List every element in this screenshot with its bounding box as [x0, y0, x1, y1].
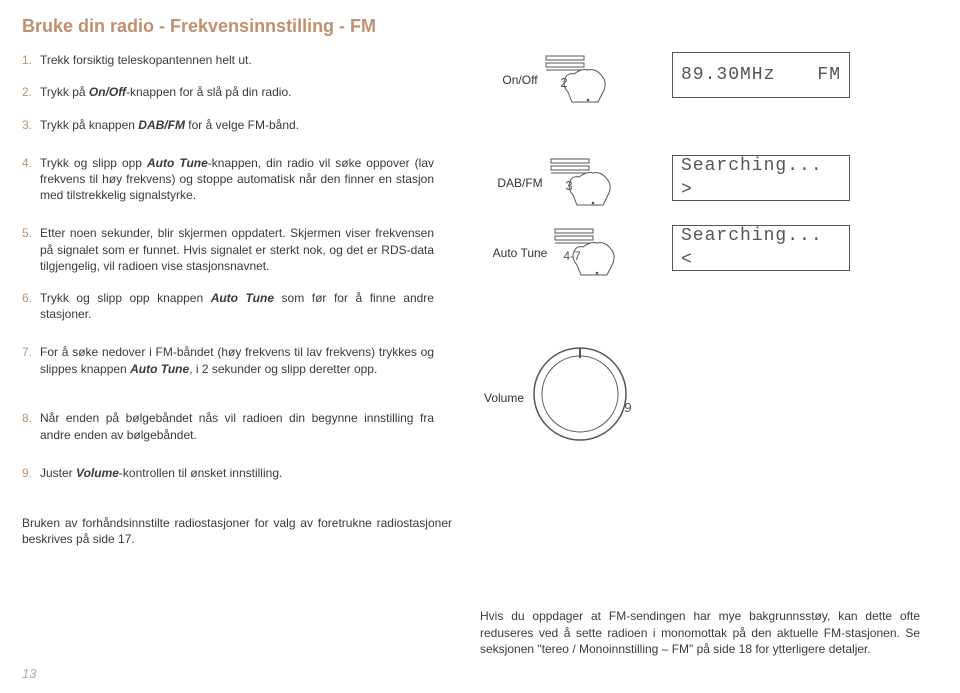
button-label: Auto Tune — [493, 245, 550, 261]
t: DAB/FM — [138, 118, 185, 132]
page-title: Bruke din radio - Frekvensinnstilling - … — [22, 14, 938, 38]
t: Juster — [40, 466, 76, 480]
t: , i 2 sekunder og slipp deretter opp. — [189, 362, 377, 376]
row-2: 4. Trykk og slipp opp Auto Tune-knappen,… — [22, 155, 938, 220]
step-5: 5. Etter noen sekunder, blir skjermen op… — [22, 225, 434, 274]
t: On/Off — [89, 85, 126, 99]
t: -kontrollen til ønsket innstilling. — [119, 466, 282, 480]
lcd-band: FM — [817, 63, 841, 87]
onoff-button-illustration: On/Off 2 — [502, 52, 621, 108]
button-label: On/Off — [502, 72, 539, 88]
lcd-text: Searching... < — [681, 224, 841, 273]
step-badge: 9 — [624, 400, 631, 415]
step-num: 4. — [22, 155, 40, 204]
page-number: 13 — [22, 665, 36, 683]
row-6: 9. Juster Volume-kontrollen til ønsket i… — [22, 465, 938, 497]
step-num: 1. — [22, 52, 40, 68]
step-num: 6. — [22, 290, 40, 322]
hand-press-icon: 2 — [544, 52, 622, 108]
dabfm-button-illustration: DAB/FM 3 — [497, 155, 626, 211]
t: Auto Tune — [130, 362, 189, 376]
step-9: 9. Juster Volume-kontrollen til ønsket i… — [22, 465, 434, 481]
step-text: For å søke nedover i FM-båndet (høy frek… — [40, 344, 434, 376]
t: Volume — [76, 466, 119, 480]
step-num: 3. — [22, 117, 40, 133]
volume-knob-illustration: Volume 9 — [484, 344, 640, 454]
step-text: Når enden på bølgebåndet nås vil radioen… — [40, 410, 434, 442]
step-text: Juster Volume-kontrollen til ønsket inns… — [40, 465, 434, 481]
bottom-left-note: Bruken av forhåndsinnstilte radiostasjon… — [22, 515, 452, 547]
step-badge: 2 — [560, 75, 567, 90]
lcd-display-2: Searching... > — [672, 155, 850, 201]
bottom-right-note: Hvis du oppdager at FM-sendingen har mye… — [480, 608, 920, 657]
hand-press-icon: 3 — [549, 155, 627, 211]
step-3: 3. Trykk på knappen DAB/FM for å velge F… — [22, 117, 434, 133]
t: Auto Tune — [211, 291, 274, 305]
step-text: Trykk og slipp opp knappen Auto Tune som… — [40, 290, 434, 322]
t: Trykk og slipp opp — [40, 156, 147, 170]
step-4: 4. Trykk og slipp opp Auto Tune-knappen,… — [22, 155, 434, 204]
step-num: 9. — [22, 465, 40, 481]
step-text: Etter noen sekunder, blir skjermen oppda… — [40, 225, 434, 274]
step-2: 2. Trykk på On/Off-knappen for å slå på … — [22, 84, 434, 100]
volume-knob-icon: 9 — [530, 344, 640, 454]
step-num: 8. — [22, 410, 40, 442]
t: Trykk på — [40, 85, 89, 99]
step-num: 2. — [22, 84, 40, 100]
step-badge: 4-7 — [564, 249, 582, 263]
step-text: Trykk og slipp opp Auto Tune-knappen, di… — [40, 155, 434, 204]
step-text: Trykk på On/Off-knappen for å slå på din… — [40, 84, 434, 100]
step-6: 6. Trykk og slipp opp knappen Auto Tune … — [22, 290, 434, 322]
step-badge: 3 — [565, 178, 572, 193]
lcd-freq: 89.30MHz — [681, 63, 775, 87]
button-label: Volume — [484, 390, 526, 406]
button-label: DAB/FM — [497, 175, 544, 191]
lcd-display-1: 89.30MHz FM — [672, 52, 850, 98]
step-1: 1. Trekk forsiktig teleskopantennen helt… — [22, 52, 434, 68]
t: -knappen for å slå på din radio. — [126, 85, 291, 99]
t: for å velge FM-bånd. — [185, 118, 299, 132]
step-8: 8. Når enden på bølgebåndet nås vil radi… — [22, 410, 434, 442]
t: Trykk og slipp opp knappen — [40, 291, 211, 305]
lcd-display-3: Searching... < — [672, 225, 850, 271]
step-text: Trekk forsiktig teleskopantennen helt ut… — [40, 52, 434, 68]
step-7: 7. For å søke nedover i FM-båndet (høy f… — [22, 344, 434, 376]
t: Auto Tune — [147, 156, 208, 170]
step-num: 5. — [22, 225, 40, 274]
step-num: 7. — [22, 344, 40, 376]
hand-press-icon: 4-7 — [553, 225, 631, 281]
step-text: Trykk på knappen DAB/FM for å velge FM-b… — [40, 117, 434, 133]
lcd-text: Searching... > — [681, 154, 841, 203]
row-1: 1. Trekk forsiktig teleskopantennen helt… — [22, 52, 938, 149]
t: Trykk på knappen — [40, 118, 138, 132]
autotune-button-illustration: Auto Tune 4-7 — [493, 225, 632, 281]
row-3: 5. Etter noen sekunder, blir skjermen op… — [22, 225, 938, 338]
